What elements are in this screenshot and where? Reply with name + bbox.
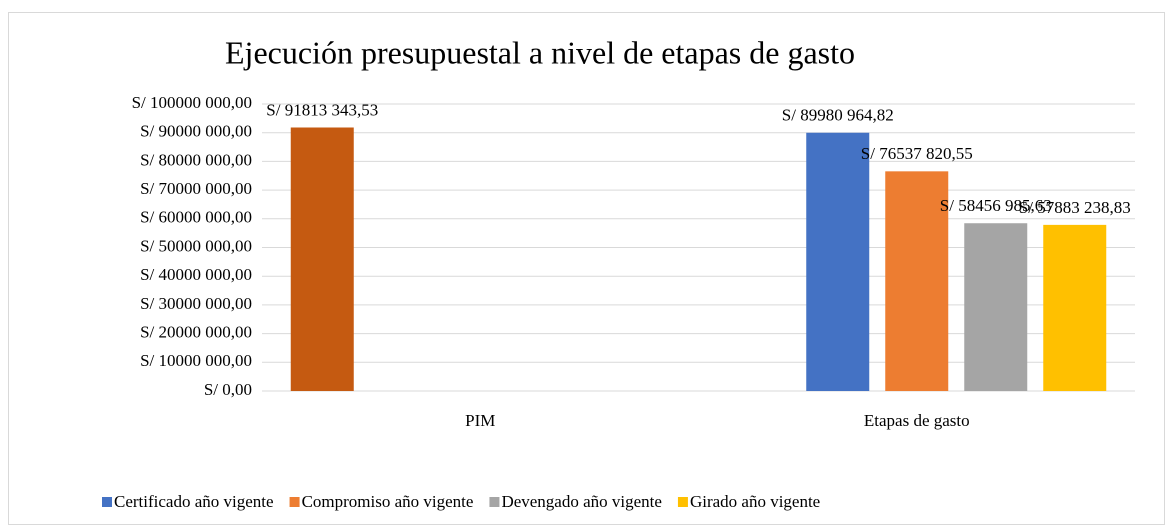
y-tick-label: S/ 100000 000,00	[132, 93, 252, 112]
chart-title: Ejecución presupuestal a nivel de etapas…	[225, 34, 855, 70]
y-tick-label: S/ 80000 000,00	[140, 150, 252, 169]
x-tick-label: PIM	[465, 411, 495, 430]
legend-swatch	[289, 497, 300, 507]
bar	[290, 127, 354, 392]
y-tick-label: S/ 10000 000,00	[140, 351, 252, 370]
y-tick-label: S/ 0,00	[204, 380, 252, 399]
y-tick-label: S/ 50000 000,00	[140, 236, 252, 255]
y-tick-label: S/ 60000 000,00	[140, 208, 252, 227]
y-tick-label: S/ 20000 000,00	[140, 323, 252, 342]
legend-label: Certificado año vigente	[114, 492, 274, 511]
bar	[806, 132, 870, 391]
legend-label: Girado año vigente	[690, 492, 820, 511]
legend-swatch	[677, 497, 688, 507]
bar	[885, 171, 949, 391]
data-label: S/ 91813 343,53	[266, 100, 378, 119]
data-label: S/ 89980 964,82	[782, 106, 894, 125]
data-label: S/ 58456 985,63	[940, 196, 1052, 215]
y-tick-label: S/ 90000 000,00	[140, 122, 252, 141]
y-tick-label: S/ 30000 000,00	[140, 294, 252, 313]
legend-swatch	[102, 497, 112, 507]
data-label: S/ 76537 820,55	[861, 144, 973, 163]
legend-label: Compromiso año vigente	[302, 492, 474, 511]
bar	[964, 223, 1028, 391]
legend-label: Devengado año vigente	[501, 492, 662, 511]
bar	[1043, 224, 1107, 391]
x-tick-label: Etapas de gasto	[864, 411, 970, 430]
y-tick-label: S/ 70000 000,00	[140, 179, 252, 198]
data-label: S/ 57883 238,83	[1019, 198, 1131, 217]
y-tick-label: S/ 40000 000,00	[140, 265, 252, 284]
legend-swatch	[489, 497, 500, 507]
